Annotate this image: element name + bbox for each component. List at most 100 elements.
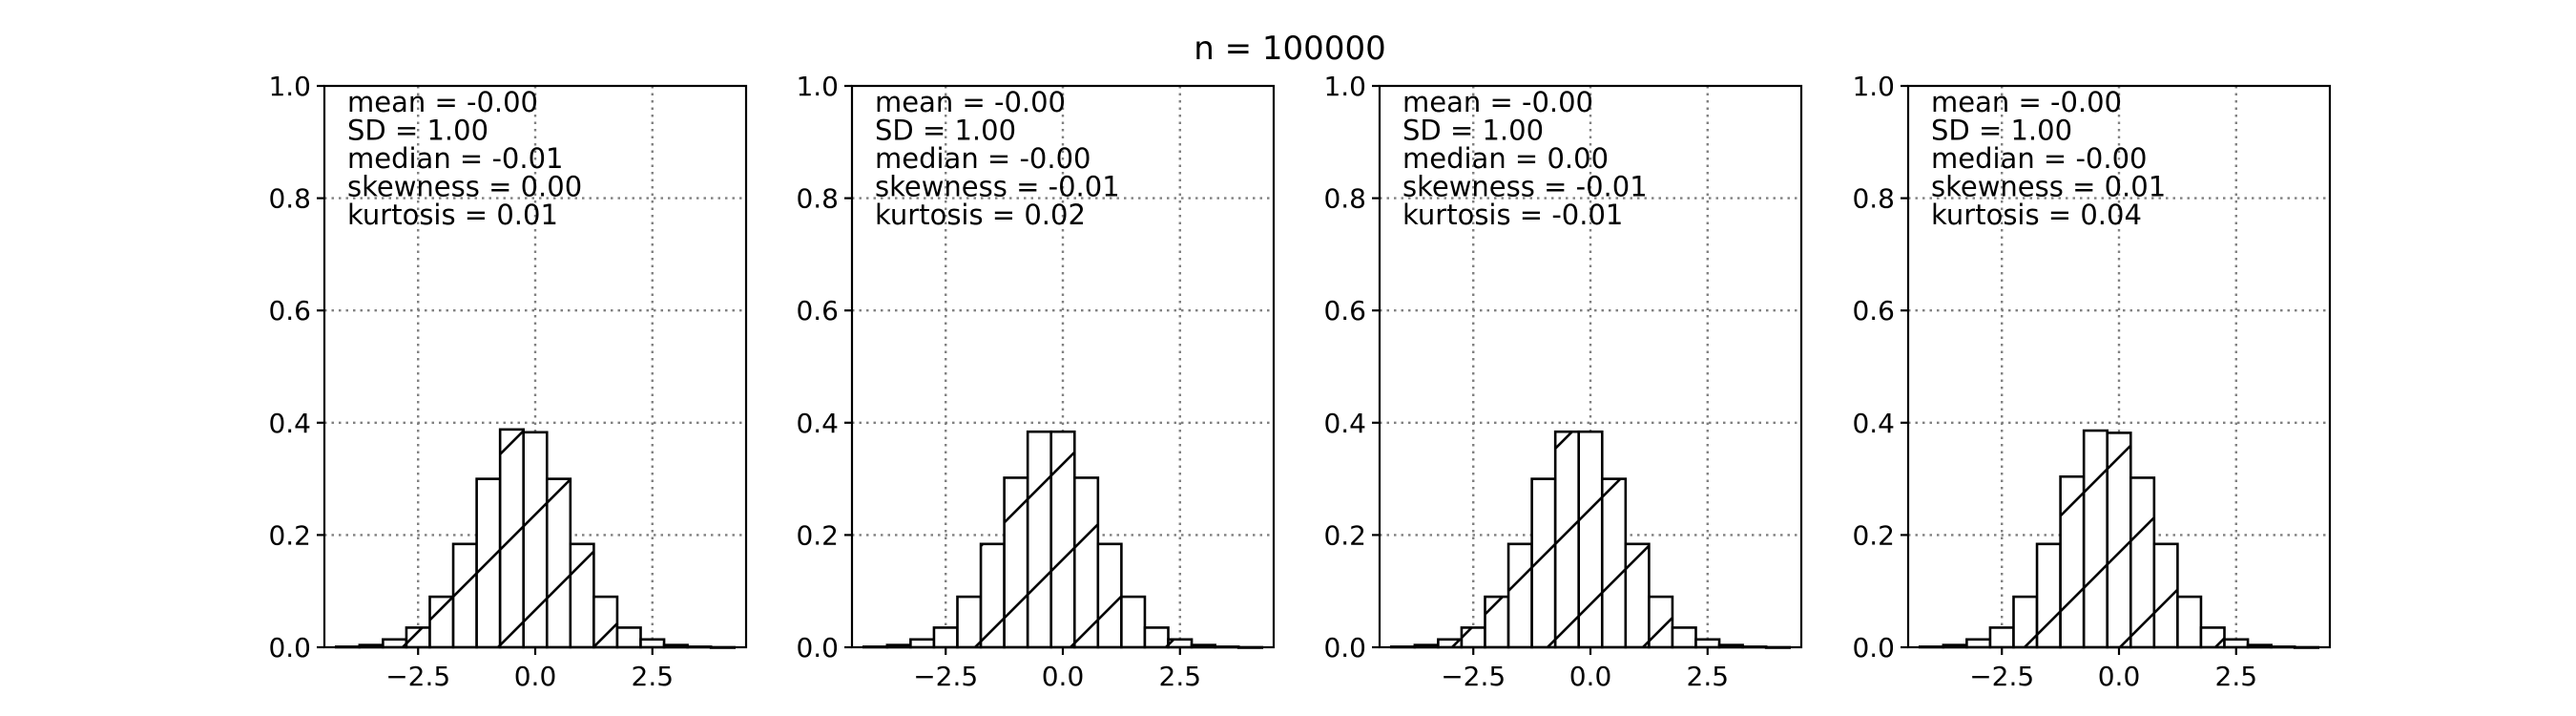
stat-sd: SD = 1.00 bbox=[347, 115, 488, 147]
histogram-bar bbox=[1167, 638, 1194, 649]
stat-sd: SD = 1.00 bbox=[1931, 115, 2072, 147]
y-tick-label: 0.0 bbox=[1852, 632, 1895, 663]
y-tick-label: 0.6 bbox=[796, 295, 839, 326]
histogram-panel-1: 0.0 0.2 0.4 0.6 0.8 1.0 −2.5 0.0 2.5 mean = -0.00… bbox=[268, 71, 748, 692]
histogram-bar bbox=[1143, 626, 1170, 649]
x-tick-label: −2.5 bbox=[1441, 661, 1506, 692]
histogram-bar bbox=[498, 428, 526, 649]
histogram-bar bbox=[569, 542, 595, 649]
x-tick-label: 2.5 bbox=[632, 661, 675, 692]
y-tick-label: 0.6 bbox=[1852, 295, 1895, 326]
histogram-bar bbox=[405, 626, 431, 649]
y-tick-label: 1.0 bbox=[1852, 71, 1895, 102]
y-tick-label: 0.8 bbox=[268, 183, 311, 215]
histogram-bar bbox=[1506, 542, 1533, 649]
x-tick-label: 0.0 bbox=[1569, 661, 1612, 692]
stat-median: median = -0.00 bbox=[875, 142, 1091, 175]
stat-skewness: skewness = 0.01 bbox=[1931, 171, 2166, 203]
histogram-bar bbox=[1577, 430, 1604, 649]
y-tick-label: 0.8 bbox=[796, 183, 839, 215]
stat-median: median = -0.00 bbox=[1931, 142, 2147, 175]
stat-median: median = 0.00 bbox=[1402, 142, 1609, 175]
stat-kurtosis: kurtosis = 0.01 bbox=[347, 199, 558, 231]
y-tick-label: 0.0 bbox=[796, 632, 839, 663]
histogram-bar bbox=[2199, 626, 2226, 649]
histogram-bar bbox=[932, 626, 959, 649]
y-tick-label: 0.8 bbox=[1323, 183, 1366, 215]
histogram-bar bbox=[522, 431, 549, 649]
histogram-bar bbox=[1460, 626, 1486, 649]
histogram-bar bbox=[1988, 626, 2015, 649]
histogram-bar bbox=[2129, 476, 2156, 649]
y-tick-label: 0.4 bbox=[796, 408, 839, 439]
stat-mean: mean = -0.00 bbox=[347, 86, 538, 118]
y-tick-label: 0.4 bbox=[1323, 408, 1366, 439]
y-tick-label: 1.0 bbox=[1323, 71, 1366, 102]
stat-sd: SD = 1.00 bbox=[875, 115, 1016, 147]
histogram-bar bbox=[2223, 638, 2250, 649]
histogram-bar bbox=[2106, 432, 2132, 649]
y-tick-label: 0.6 bbox=[268, 295, 311, 326]
histogram-bar bbox=[2059, 474, 2086, 649]
x-tick-label: −2.5 bbox=[1969, 661, 2034, 692]
x-tick-label: 0.0 bbox=[2098, 661, 2141, 692]
histogram-bar bbox=[592, 595, 619, 649]
histogram-bar bbox=[475, 477, 502, 649]
histogram-bar bbox=[451, 542, 478, 649]
histogram-bar bbox=[979, 542, 1006, 649]
stat-skewness: skewness = -0.01 bbox=[875, 171, 1120, 203]
y-tick-label: 0.8 bbox=[1852, 183, 1895, 215]
x-tick-label: 2.5 bbox=[1159, 661, 1202, 692]
histogram-bar bbox=[1648, 595, 1674, 649]
histogram-bar bbox=[1072, 476, 1100, 649]
histogram-bar bbox=[2176, 595, 2203, 649]
stat-median: median = -0.01 bbox=[347, 142, 563, 175]
histogram-panel-4: 0.0 0.2 0.4 0.6 0.8 1.0 −2.5 0.0 2.5 mean = -0.00… bbox=[1852, 71, 2332, 692]
histogram-bar bbox=[1003, 476, 1029, 649]
y-tick-label: 1.0 bbox=[796, 71, 839, 102]
y-tick-label: 0.6 bbox=[1323, 295, 1366, 326]
x-tick-label: −2.5 bbox=[385, 661, 450, 692]
panels: 0.0 0.2 0.4 0.6 0.8 1.0 −2.5 0.0 2.5 mean = -0.00… bbox=[268, 71, 2332, 692]
stat-kurtosis: kurtosis = 0.02 bbox=[875, 199, 1086, 231]
histogram-bar bbox=[1026, 430, 1053, 649]
histogram-bar bbox=[1694, 638, 1721, 649]
histogram-bar bbox=[1671, 626, 1697, 649]
figure-title: n = 100000 bbox=[1194, 30, 1385, 68]
histogram-bar bbox=[1965, 638, 1992, 649]
histogram-bar bbox=[1600, 477, 1628, 649]
stat-skewness: skewness = 0.00 bbox=[347, 171, 582, 203]
stat-sd: SD = 1.00 bbox=[1402, 115, 1544, 147]
histogram-bar bbox=[1553, 430, 1581, 649]
histogram-bar bbox=[909, 638, 936, 649]
x-tick-label: −2.5 bbox=[913, 661, 978, 692]
histogram-bar bbox=[428, 595, 455, 649]
y-tick-label: 0.2 bbox=[268, 519, 311, 551]
histogram-bar bbox=[1624, 542, 1651, 649]
histogram-bar bbox=[615, 626, 642, 649]
histogram-bar bbox=[1530, 477, 1557, 649]
histogram-bar bbox=[1096, 542, 1123, 649]
y-tick-label: 0.2 bbox=[796, 519, 839, 551]
stat-kurtosis: kurtosis = 0.04 bbox=[1931, 199, 2142, 231]
histogram-bar bbox=[1049, 430, 1076, 649]
histogram-bar bbox=[2152, 542, 2179, 649]
histogram-panel-2: 0.0 0.2 0.4 0.6 0.8 1.0 −2.5 0.0 2.5 mean = -0.00… bbox=[796, 71, 1276, 692]
y-tick-label: 1.0 bbox=[268, 71, 311, 102]
histogram-panel-3: 0.0 0.2 0.4 0.6 0.8 1.0 −2.5 0.0 2.5 mean = -0.00… bbox=[1323, 71, 1803, 692]
stat-mean: mean = -0.00 bbox=[1402, 86, 1593, 118]
y-tick-label: 0.0 bbox=[1323, 632, 1366, 663]
x-tick-label: 0.0 bbox=[514, 661, 557, 692]
histogram-bar bbox=[2012, 595, 2039, 649]
stat-mean: mean = -0.00 bbox=[1931, 86, 2122, 118]
histogram-bar bbox=[545, 477, 572, 649]
x-tick-label: 0.0 bbox=[1042, 661, 1085, 692]
histogram-bar bbox=[1437, 638, 1464, 649]
y-tick-label: 0.4 bbox=[268, 408, 311, 439]
histogram-bar bbox=[2082, 429, 2109, 649]
histogram-bar bbox=[1484, 595, 1510, 649]
x-tick-label: 2.5 bbox=[1687, 661, 1730, 692]
y-tick-label: 0.2 bbox=[1323, 519, 1366, 551]
stat-skewness: skewness = -0.01 bbox=[1402, 171, 1648, 203]
